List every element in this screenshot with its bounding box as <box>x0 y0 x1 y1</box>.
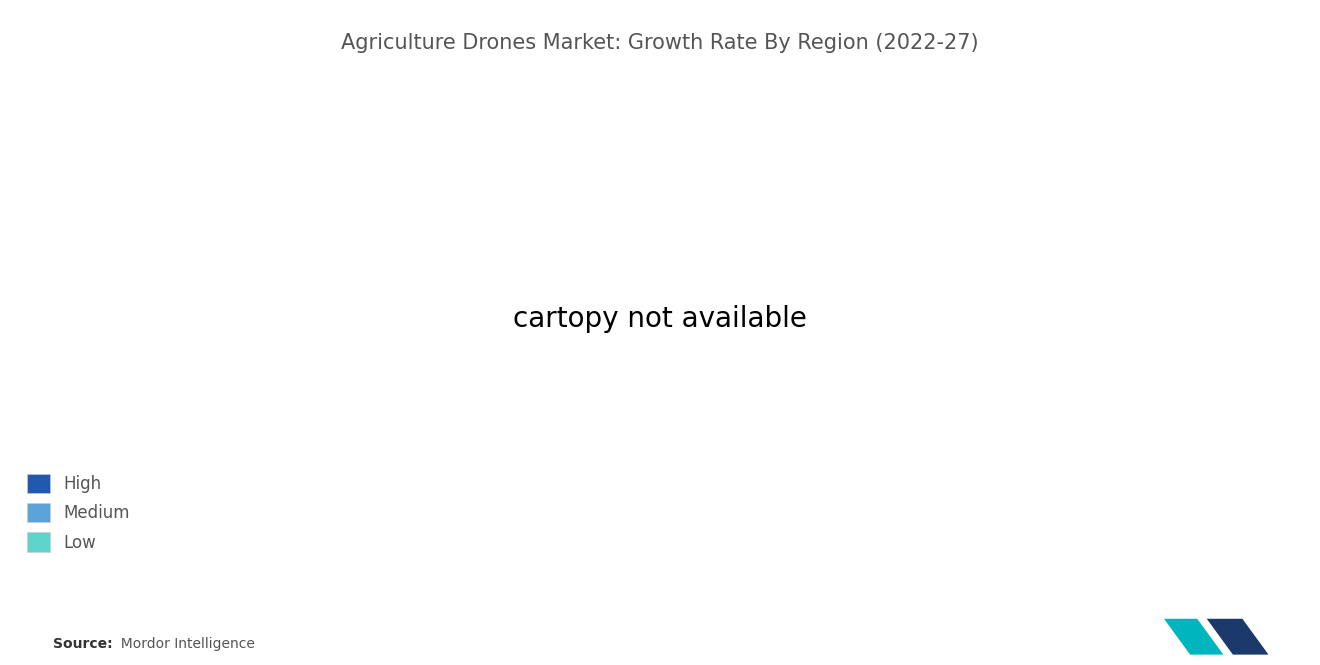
Polygon shape <box>1206 618 1269 654</box>
Legend: High, Medium, Low: High, Medium, Low <box>21 469 135 557</box>
Text: cartopy not available: cartopy not available <box>513 305 807 333</box>
Text: Mordor Intelligence: Mordor Intelligence <box>112 637 255 652</box>
Text: Source:: Source: <box>53 637 112 652</box>
Polygon shape <box>1164 618 1224 654</box>
Text: Agriculture Drones Market: Growth Rate By Region (2022-27): Agriculture Drones Market: Growth Rate B… <box>341 33 979 53</box>
